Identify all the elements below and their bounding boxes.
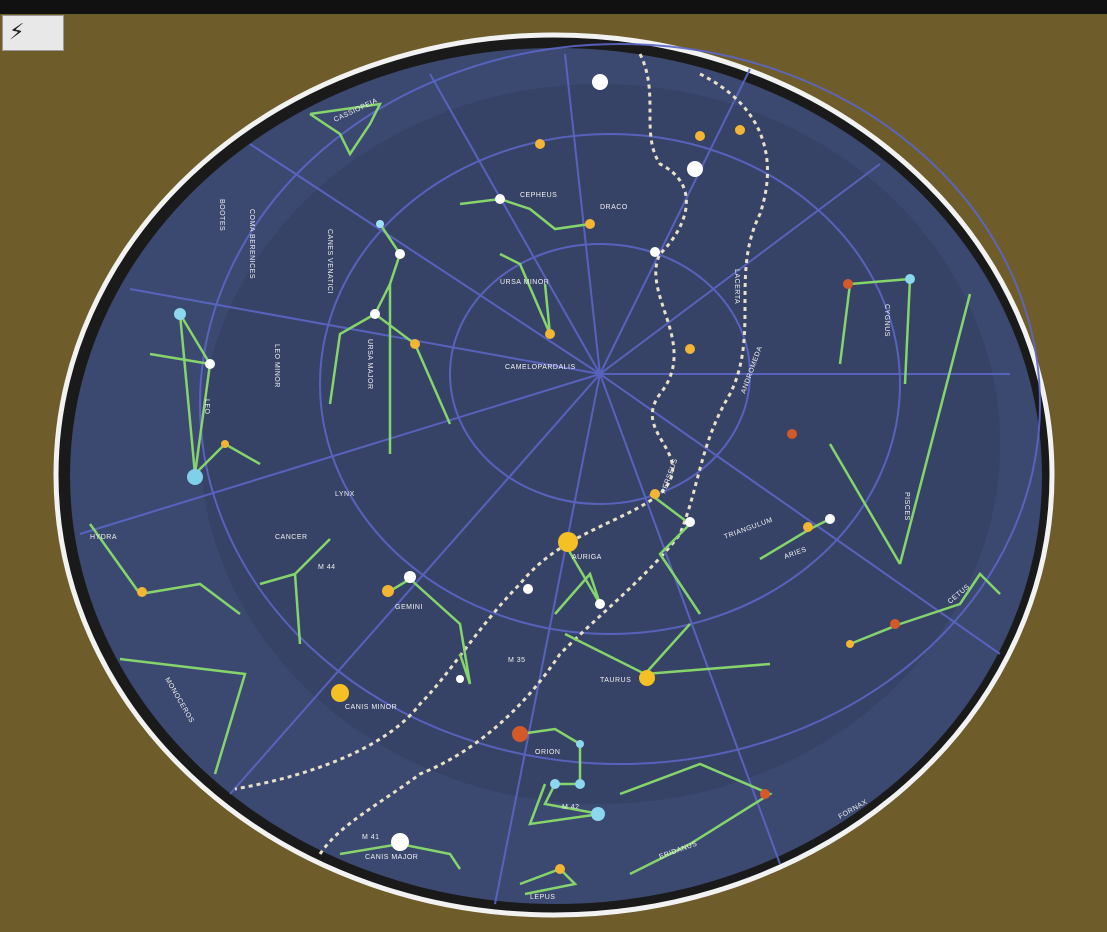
- star: [382, 585, 394, 597]
- star: [410, 339, 420, 349]
- label-canes-venatici: CANES VENATICI: [326, 229, 333, 294]
- label-hydra: HYDRA: [90, 534, 117, 541]
- star: [523, 584, 533, 594]
- label-m41: M 41: [362, 834, 380, 841]
- star: [512, 726, 528, 742]
- label-lynx: LYNX: [335, 491, 355, 498]
- star: [890, 619, 900, 629]
- star: [685, 344, 695, 354]
- label-draco: DRACO: [600, 204, 628, 211]
- plug-icon: ⚡: [9, 20, 24, 45]
- star: [639, 670, 655, 686]
- label-taurus: TAURUS: [600, 677, 631, 684]
- label-orion: ORION: [535, 749, 560, 756]
- star: [187, 469, 203, 485]
- label-m44: M 44: [318, 564, 336, 571]
- star: [395, 249, 405, 259]
- label-m35: M 35: [508, 657, 526, 664]
- star: [370, 309, 380, 319]
- star: [545, 329, 555, 339]
- star-map-photo: LEO LEO MINOR URSA MAJOR CANES VENATICI …: [0, 14, 1107, 932]
- label-m42: M 42: [562, 804, 580, 811]
- label-bootes: BOOTES: [218, 199, 225, 231]
- star: [376, 220, 384, 228]
- label-camelopardalis: CAMELOPARDALIS: [505, 364, 576, 371]
- label-auriga: AURIGA: [572, 554, 602, 561]
- star: [905, 274, 915, 284]
- label-ursa-major: URSA MAJOR: [366, 339, 373, 390]
- label-leo-minor: LEO MINOR: [273, 344, 280, 388]
- star: [558, 532, 578, 552]
- star: [575, 779, 585, 789]
- label-coma: COMA BERENICES: [248, 209, 255, 279]
- star: [803, 522, 813, 532]
- star: [735, 125, 745, 135]
- star: [695, 131, 705, 141]
- star: [404, 571, 416, 583]
- label-leo: LEO: [203, 399, 210, 415]
- label-canis-major: CANIS MAJOR: [365, 854, 418, 861]
- star: [456, 675, 464, 683]
- star: [650, 489, 660, 499]
- star: [555, 864, 565, 874]
- star: [787, 429, 797, 439]
- star: [550, 779, 560, 789]
- star: [825, 514, 835, 524]
- star: [650, 247, 660, 257]
- star: [391, 833, 409, 851]
- star: [495, 194, 505, 204]
- star: [595, 599, 605, 609]
- star: [846, 640, 854, 648]
- star: [205, 359, 215, 369]
- label-cygnus: CYGNUS: [883, 304, 890, 337]
- label-cancer: CANCER: [275, 534, 308, 541]
- label-ursa-minor: URSA MINOR: [500, 279, 549, 286]
- star: [685, 517, 695, 527]
- star: [174, 308, 186, 320]
- label-cepheus: CEPHEUS: [520, 192, 557, 199]
- star: [137, 587, 147, 597]
- star: [221, 440, 229, 448]
- star: [687, 161, 703, 177]
- label-pisces: PISCES: [903, 492, 910, 521]
- star: [592, 74, 608, 90]
- top-title-bar: [0, 0, 1107, 14]
- star: [760, 789, 770, 799]
- label-gemini: GEMINI: [395, 604, 423, 611]
- star: [843, 279, 853, 289]
- star: [535, 139, 545, 149]
- star: [591, 807, 605, 821]
- star: [331, 684, 349, 702]
- star: [585, 219, 595, 229]
- label-lepus: LEPUS: [530, 894, 555, 901]
- corner-badge: ⚡: [2, 15, 64, 51]
- label-lacerta: LACERTA: [733, 269, 740, 304]
- star: [576, 740, 584, 748]
- label-canis-minor: CANIS MINOR: [345, 704, 397, 711]
